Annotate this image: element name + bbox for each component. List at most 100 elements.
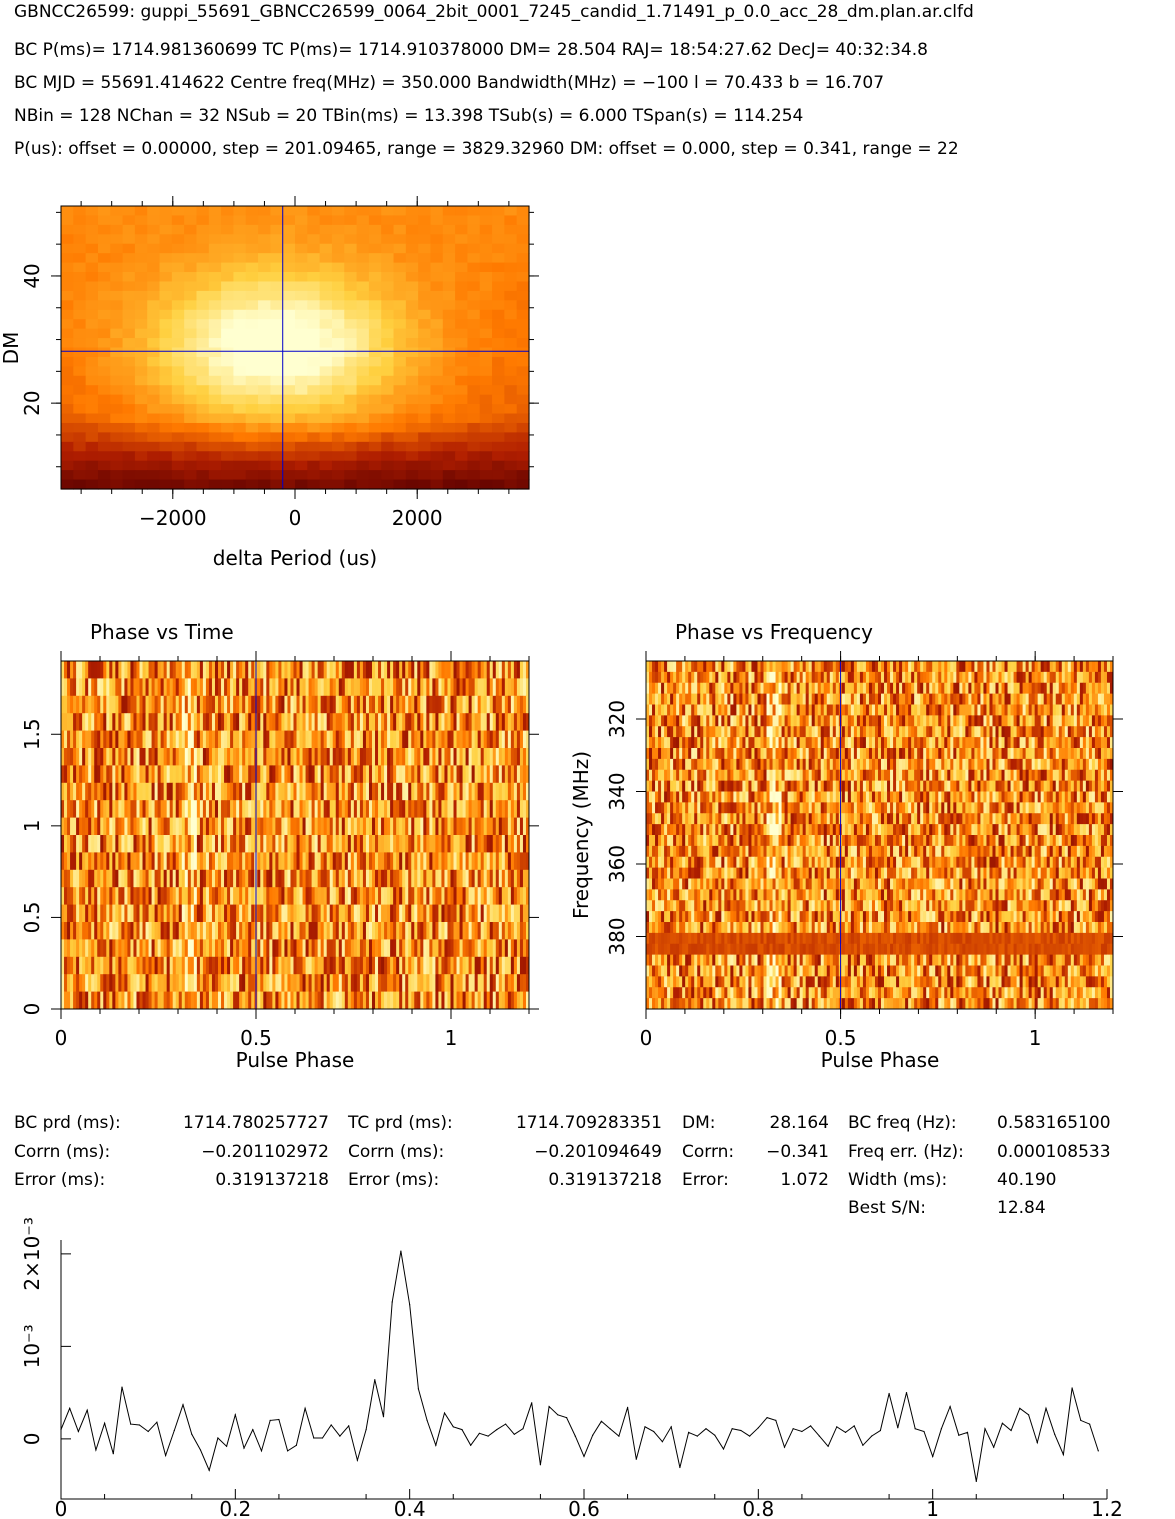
heatmap-cell <box>1013 693 1017 705</box>
heatmap-cell <box>661 704 665 716</box>
heatmap-cell <box>154 852 159 871</box>
heatmap-cell <box>282 338 296 349</box>
heatmap-cell <box>245 375 259 386</box>
heatmap-cell <box>196 451 210 462</box>
heatmap-cell <box>459 800 463 818</box>
heatmap-cell <box>208 956 213 975</box>
heatmap-cell <box>353 817 358 836</box>
heatmap-cell <box>208 356 222 367</box>
heatmap-cell <box>1028 671 1033 684</box>
heatmap-cell <box>371 748 376 766</box>
heatmap-cell <box>295 224 308 235</box>
heatmap-cell <box>224 852 228 871</box>
heatmap-cell <box>236 661 240 679</box>
heatmap-cell <box>426 748 430 766</box>
heatmap-cell <box>139 956 143 975</box>
heatmap-cell <box>307 366 321 377</box>
heatmap-cell <box>423 956 427 975</box>
heatmap-cell <box>393 309 407 320</box>
heatmap-cell <box>479 394 493 405</box>
heatmap-cell <box>221 661 225 679</box>
heatmap-cell <box>139 869 143 888</box>
heatmap-cell <box>802 693 807 705</box>
heatmap-cell <box>393 835 397 853</box>
heatmap-cell <box>245 290 259 301</box>
heatmap-cell <box>365 730 370 749</box>
heatmap-cell <box>248 835 252 853</box>
heatmap-cell <box>233 991 237 1010</box>
heatmap-cell <box>471 991 476 1010</box>
heatmap-cell <box>61 404 74 415</box>
heatmap-cell <box>983 661 987 673</box>
heatmap-cell <box>483 730 488 749</box>
heatmap-cell <box>242 956 246 975</box>
heatmap-cell <box>142 678 146 697</box>
heatmap-cell <box>184 385 198 396</box>
heatmap-cell <box>110 479 124 490</box>
heatmap-cell <box>405 309 419 320</box>
heatmap-cell <box>468 765 473 784</box>
heatmap-cell <box>196 281 210 292</box>
heatmap-cell <box>266 765 270 784</box>
heatmap-cell <box>504 206 518 217</box>
heatmap-cell <box>178 730 183 749</box>
heatmap-cell <box>227 817 231 836</box>
heatmap-cell <box>685 693 689 705</box>
heatmap-cell <box>308 730 313 749</box>
heatmap-cell <box>145 765 149 784</box>
heatmap-cell <box>396 852 400 871</box>
heatmap-cell <box>61 328 74 339</box>
heatmap-cell <box>208 215 222 226</box>
heatmap-cell <box>438 991 442 1010</box>
heatmap-cell <box>76 730 80 749</box>
heatmap-cell <box>724 693 728 705</box>
heatmap-cell <box>438 678 442 697</box>
heatmap-cell <box>184 272 198 283</box>
heatmap-cell <box>290 678 294 697</box>
heatmap-cell <box>106 922 110 940</box>
heatmap-cell <box>329 922 334 940</box>
heatmap-cell <box>184 782 189 801</box>
heatmap-cell <box>456 800 460 818</box>
heatmap-cell <box>344 460 358 471</box>
heatmap-cell <box>275 835 279 853</box>
heatmap-cell <box>442 309 456 320</box>
heatmap-cell <box>362 852 367 871</box>
heatmap-cell <box>97 800 101 818</box>
heatmap-cell <box>181 661 186 679</box>
heatmap-cell <box>498 817 503 836</box>
heatmap-cell <box>841 682 846 695</box>
heatmap-cell <box>115 713 119 731</box>
heatmap-cell <box>79 765 83 784</box>
heatmap-cell <box>326 939 331 958</box>
heatmap-cell <box>187 782 192 801</box>
heatmap-cell <box>504 713 509 731</box>
heatmap-cell <box>181 800 186 818</box>
heatmap-cell <box>239 817 243 836</box>
heatmap-cell <box>1043 693 1048 705</box>
heatmap-cell <box>649 661 653 673</box>
heatmap-cell <box>362 904 367 923</box>
heatmap-cell <box>258 338 271 349</box>
heatmap-cell <box>214 852 219 871</box>
heatmap-cell <box>393 243 407 254</box>
heatmap-cell <box>447 695 451 714</box>
heatmap-cell <box>968 682 972 695</box>
heatmap-cell <box>202 939 207 958</box>
heatmap-cell <box>257 748 261 766</box>
heatmap-cell <box>480 939 485 958</box>
heatmap-cell <box>248 748 252 766</box>
heatmap-cell <box>459 887 463 905</box>
heatmap-cell <box>184 904 189 923</box>
heatmap-cell <box>465 974 470 992</box>
heatmap-cell <box>79 991 83 1010</box>
heatmap-cell <box>112 782 116 801</box>
heatmap-cell <box>154 991 159 1010</box>
heatmap-cell <box>329 782 334 801</box>
heatmap-cell <box>519 730 524 749</box>
heatmap-cell <box>110 338 124 349</box>
heatmap-cell <box>495 852 500 871</box>
heatmap-cell <box>745 671 749 684</box>
heatmap-cell <box>350 991 355 1010</box>
heatmap-cell <box>221 215 235 226</box>
